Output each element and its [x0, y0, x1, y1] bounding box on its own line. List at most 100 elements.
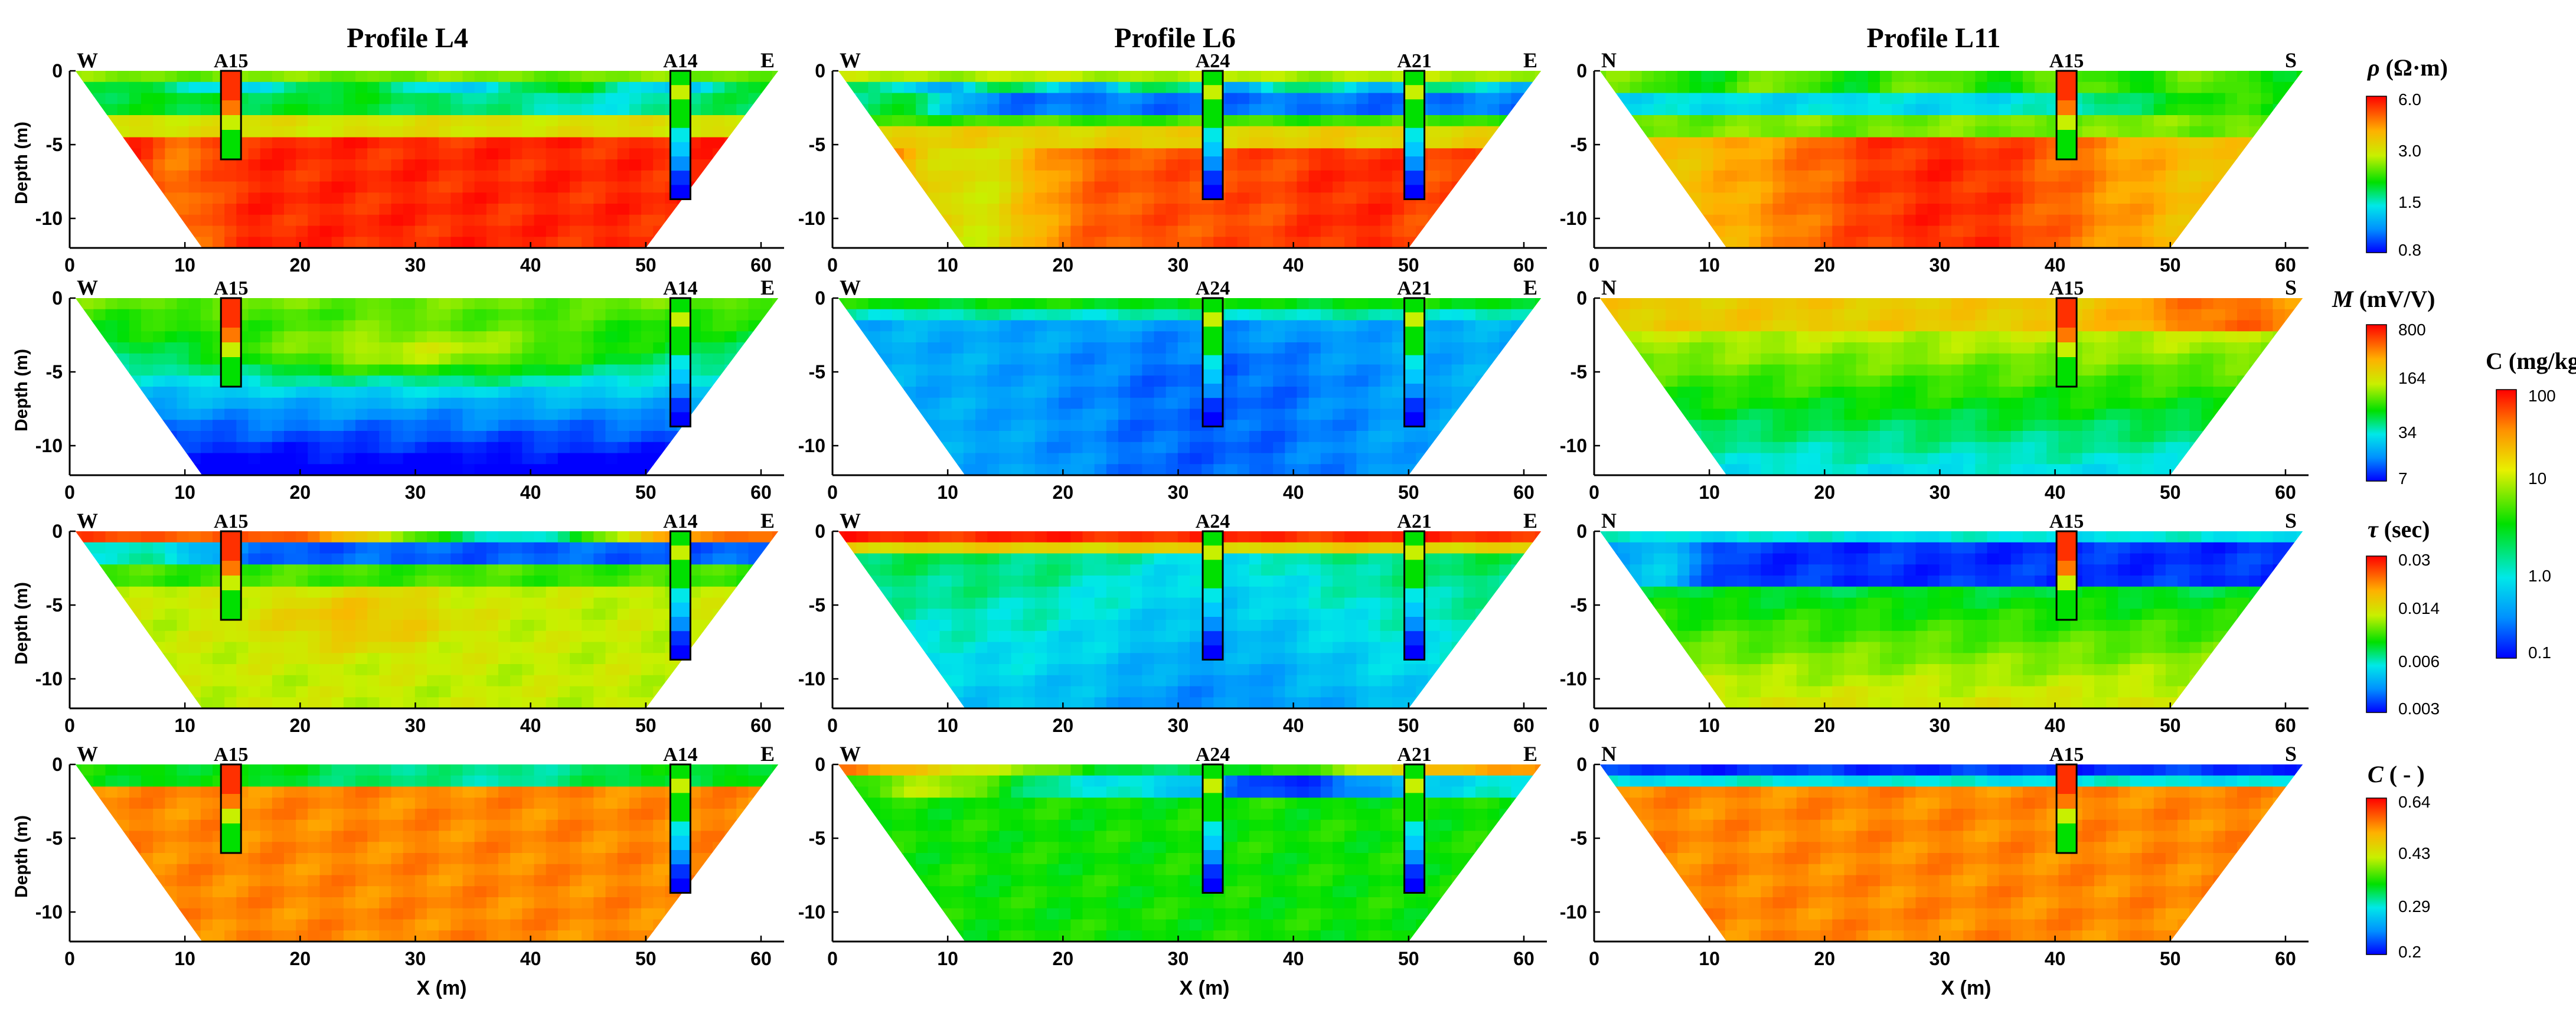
section-cell: [1225, 453, 1238, 465]
section-cell: [2249, 192, 2261, 204]
section-cell: [1034, 353, 1047, 365]
section-cell: [1059, 126, 1071, 138]
section-cell: [904, 181, 916, 193]
section-cell: [2153, 214, 2166, 227]
section-cell: [1463, 225, 1476, 237]
section-cell: [1297, 71, 1310, 83]
section-cell: [2189, 214, 2202, 227]
section-cell: [450, 331, 463, 343]
section-cell: [700, 204, 713, 215]
section-cell: [1630, 237, 1643, 248]
section-cell: [928, 225, 941, 237]
section-cell: [1641, 159, 1654, 171]
section-cell: [1059, 309, 1071, 321]
section-cell: [1428, 375, 1441, 387]
section-cell: [963, 442, 976, 454]
section-cell: [498, 237, 511, 248]
section-cell: [1273, 320, 1285, 332]
section-cell: [1142, 148, 1155, 160]
section-cell: [999, 431, 1012, 443]
section-cell: [1892, 104, 1904, 116]
section-cell: [1237, 115, 1250, 127]
section-cell: [2201, 181, 2214, 193]
section-cell: [1511, 225, 1524, 237]
section-cell: [629, 353, 642, 365]
section-cell: [1202, 453, 1214, 465]
section-cell: [355, 320, 368, 332]
section-cell: [1273, 442, 1285, 454]
section-cell: [880, 159, 893, 171]
section-cell: [1487, 170, 1500, 182]
section-cell: [1499, 431, 1512, 443]
section-cell: [2249, 115, 2261, 127]
section-cell: [1082, 126, 1095, 138]
section-cell: [1725, 159, 1738, 171]
section-cell: [1618, 137, 1631, 149]
section-cell: [224, 214, 237, 227]
section-cell: [713, 237, 725, 248]
section-cell: [141, 353, 154, 365]
section-cell: [1428, 364, 1441, 376]
section-cell: [868, 397, 881, 410]
section-cell: [1915, 137, 1928, 149]
section-cell: [105, 93, 118, 104]
section-cell: [522, 364, 535, 376]
section-cell: [343, 204, 356, 215]
section-cell: [928, 442, 941, 454]
section-cell: [284, 214, 296, 227]
section-cell: [2010, 204, 2023, 215]
section-cell: [1796, 214, 1809, 227]
section-cell: [1487, 353, 1500, 365]
section-cell: [248, 104, 261, 116]
section-cell: [2213, 214, 2226, 227]
section-cell: [2153, 237, 2166, 248]
section-cell: [427, 214, 439, 227]
section-cell: [546, 71, 559, 83]
section-cell: [570, 464, 582, 475]
section-cell: [224, 431, 237, 443]
section-cell: [1368, 81, 1381, 94]
section-cell: [1047, 342, 1059, 354]
section-cell: [1034, 320, 1047, 332]
section-cell: [1416, 464, 1428, 475]
section-cell: [474, 170, 487, 182]
section-cell: [546, 148, 559, 160]
section-cell: [414, 71, 427, 83]
section-cell: [904, 431, 916, 443]
section-cell: [2130, 159, 2143, 171]
section-cell: [427, 353, 439, 365]
section-cell: [474, 387, 487, 398]
section-cell: [1237, 464, 1250, 475]
section-cell: [1082, 181, 1095, 193]
section-cell: [1987, 115, 2000, 127]
section-cell: [582, 181, 594, 193]
section-cell: [1892, 214, 1904, 227]
section-cell: [414, 148, 427, 160]
section-cell: [760, 126, 773, 138]
section-cell: [1094, 442, 1107, 454]
section-cell: [1487, 204, 1500, 215]
section-cell: [1047, 204, 1059, 215]
section-cell: [939, 442, 952, 454]
section-cell: [844, 375, 857, 387]
section-cell: [165, 364, 178, 376]
section-cell: [1677, 192, 1690, 204]
section-cell: [546, 442, 559, 454]
section-cell: [557, 375, 570, 387]
section-cell: [1487, 214, 1500, 227]
section-cell: [1106, 387, 1119, 398]
section-cell: [617, 453, 630, 465]
section-cell: [2201, 225, 2214, 237]
section-cell: [1034, 387, 1047, 398]
section-cell: [200, 204, 213, 215]
section-cell: [700, 170, 713, 182]
section-cell: [308, 181, 321, 193]
section-cell: [736, 115, 749, 127]
section-cell: [2261, 126, 2274, 138]
section-cell: [510, 342, 523, 354]
section-cell: [1380, 192, 1393, 204]
section-cell: [1904, 225, 1917, 237]
well-segment: [2056, 130, 2077, 145]
section-cell: [1261, 464, 1274, 475]
section-cell: [1297, 331, 1310, 343]
